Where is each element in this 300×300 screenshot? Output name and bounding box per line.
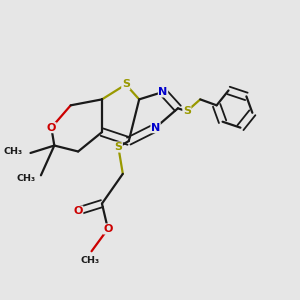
Text: S: S	[183, 106, 191, 116]
Text: N: N	[151, 123, 160, 133]
Text: O: O	[74, 206, 83, 216]
Text: CH₃: CH₃	[80, 256, 100, 265]
Text: N: N	[158, 87, 168, 97]
Text: CH₃: CH₃	[16, 174, 36, 183]
Text: O: O	[103, 224, 112, 234]
Text: CH₃: CH₃	[4, 147, 23, 156]
Text: S: S	[122, 80, 130, 89]
Text: O: O	[47, 123, 56, 133]
Text: S: S	[114, 142, 122, 152]
